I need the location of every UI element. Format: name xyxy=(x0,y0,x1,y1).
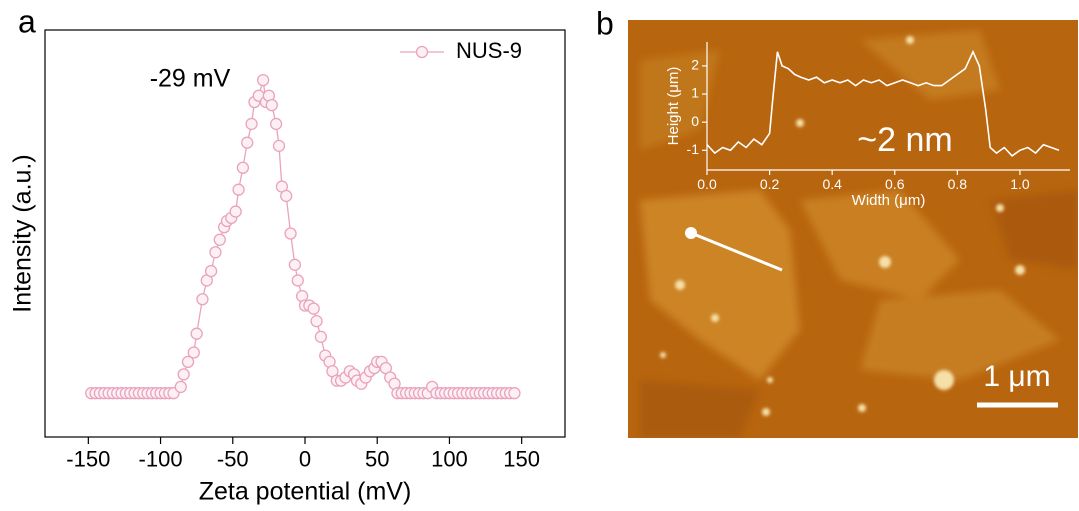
series-line xyxy=(91,79,515,394)
x-tick-label: -150 xyxy=(66,446,110,471)
x-tick-label: 0.2 xyxy=(760,176,780,192)
annotation: -29 mV xyxy=(150,65,231,93)
data-point xyxy=(236,161,250,174)
y-axis-label: Height (μm) xyxy=(665,67,682,146)
x-tick-label: 0.8 xyxy=(948,176,968,192)
data-point xyxy=(190,327,203,340)
data-point xyxy=(307,302,320,315)
data-point xyxy=(272,139,286,152)
data-point xyxy=(288,258,302,271)
panel-label: a xyxy=(18,3,36,39)
data-point xyxy=(229,205,242,218)
data-point xyxy=(174,380,187,394)
data-point xyxy=(213,233,226,246)
data-point xyxy=(209,246,222,259)
data-point xyxy=(291,274,304,287)
y-tick-label: 2 xyxy=(691,57,699,73)
data-point xyxy=(196,293,209,306)
data-point xyxy=(265,98,278,112)
data-point xyxy=(284,227,297,240)
data-point xyxy=(508,387,521,400)
data-point xyxy=(187,346,200,359)
x-tick-label: 0 xyxy=(299,446,311,471)
legend-marker xyxy=(415,45,429,59)
annotation: ~2 nm xyxy=(857,121,952,159)
data-point xyxy=(204,264,218,278)
x-tick-label: 0.4 xyxy=(822,176,842,192)
scale-bar-label: 1 μm xyxy=(983,360,1050,393)
x-tick-label: -50 xyxy=(217,446,249,471)
y-axis-label: Intensity (a.u.) xyxy=(9,154,37,312)
afm-image xyxy=(628,20,1078,438)
data-point xyxy=(245,117,258,131)
x-axis-label: Width (μm) xyxy=(852,192,926,209)
x-tick-label: 0.6 xyxy=(885,176,905,192)
y-tick-label: 0 xyxy=(691,113,699,129)
plot-frame xyxy=(44,29,566,438)
data-point xyxy=(232,183,245,196)
y-tick-label: 1 xyxy=(691,85,699,101)
panel-label: b xyxy=(596,5,614,41)
data-point xyxy=(181,355,195,369)
x-tick-label: 0.0 xyxy=(697,176,717,192)
series-line xyxy=(706,49,1060,157)
y-tick-label: -1 xyxy=(687,141,700,157)
data-point xyxy=(241,136,254,149)
data-point xyxy=(314,330,328,343)
legend-label: NUS-9 xyxy=(456,38,522,63)
data-point xyxy=(310,315,323,328)
x-tick-label: 100 xyxy=(431,446,468,471)
x-axis-label: Zeta potential (mV) xyxy=(199,478,412,506)
data-point xyxy=(280,189,293,203)
data-point xyxy=(256,73,270,87)
data-point xyxy=(269,117,283,131)
x-tick-label: 150 xyxy=(503,446,540,471)
data-point xyxy=(177,368,190,381)
x-tick-label: 50 xyxy=(365,446,389,471)
x-tick-label: 1.0 xyxy=(1010,176,1030,192)
x-tick-label: -100 xyxy=(139,446,183,471)
